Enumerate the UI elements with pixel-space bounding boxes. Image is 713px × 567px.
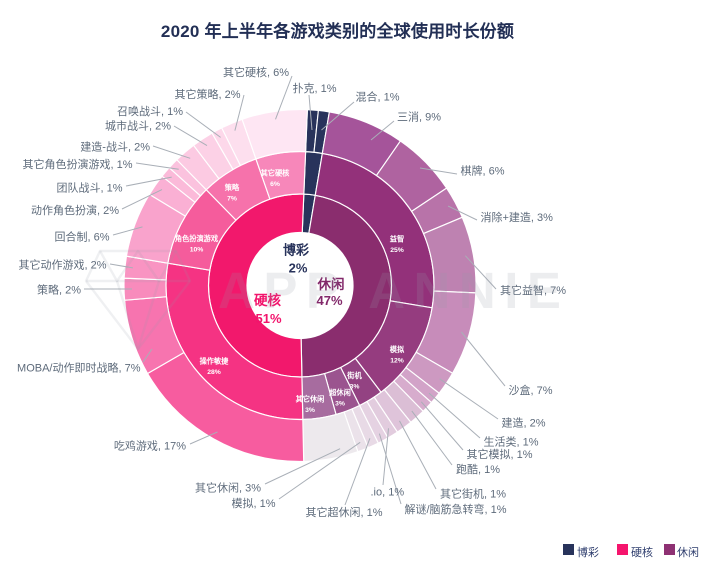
svg-text:硬核: 硬核 — [254, 292, 281, 308]
svg-text:街机: 街机 — [346, 371, 362, 380]
svg-text:召唤战斗, 1%: 召唤战斗, 1% — [117, 104, 183, 118]
svg-text:其它硬核, 6%: 其它硬核, 6% — [223, 65, 289, 79]
svg-text:休闲: 休闲 — [317, 276, 345, 292]
svg-text:棋牌, 6%: 棋牌, 6% — [461, 164, 505, 178]
svg-text:MOBA/动作即时战略, 7%: MOBA/动作即时战略, 7% — [17, 361, 141, 375]
svg-text:其它街机, 1%: 其它街机, 1% — [440, 487, 506, 501]
svg-text:生活类, 1%: 生活类, 1% — [484, 435, 539, 449]
svg-text:28%: 28% — [207, 369, 221, 376]
svg-text:扑克, 1%: 扑克, 1% — [293, 81, 337, 95]
svg-text:操作敏捷: 操作敏捷 — [200, 357, 230, 366]
svg-text:建造, 2%: 建造, 2% — [502, 416, 546, 430]
svg-text:吃鸡游戏, 17%: 吃鸡游戏, 17% — [114, 439, 186, 453]
svg-text:2%: 2% — [289, 261, 308, 276]
svg-text:其它模拟, 1%: 其它模拟, 1% — [467, 447, 533, 461]
svg-text:博彩: 博彩 — [283, 243, 309, 258]
svg-text:7%: 7% — [227, 196, 237, 203]
svg-text:其它益智, 7%: 其它益智, 7% — [500, 283, 566, 297]
svg-text:益智: 益智 — [390, 235, 404, 244]
svg-text:其它休闲, 3%: 其它休闲, 3% — [195, 481, 261, 495]
svg-text:动作角色扮演, 2%: 动作角色扮演, 2% — [31, 203, 119, 217]
svg-text:47%: 47% — [316, 293, 342, 308]
svg-text:沙盒, 7%: 沙盒, 7% — [509, 383, 553, 397]
svg-text:跑酷, 1%: 跑酷, 1% — [456, 462, 500, 476]
svg-text:策略, 2%: 策略, 2% — [37, 283, 81, 297]
svg-text:角色扮演游戏: 角色扮演游戏 — [175, 234, 219, 243]
svg-text:超休闲: 超休闲 — [328, 388, 351, 397]
svg-text:3%: 3% — [305, 407, 315, 414]
svg-text:12%: 12% — [390, 358, 404, 365]
svg-text:解谜/脑筋急转弯, 1%: 解谜/脑筋急转弯, 1% — [405, 502, 507, 516]
svg-text:其它休闲: 其它休闲 — [296, 395, 325, 404]
svg-text:模拟: 模拟 — [390, 345, 405, 354]
svg-text:消除+建造, 3%: 消除+建造, 3% — [481, 210, 554, 224]
svg-text:三消, 9%: 三消, 9% — [397, 110, 441, 124]
svg-text:其它硬核: 其它硬核 — [261, 169, 291, 178]
svg-text:混合, 1%: 混合, 1% — [356, 90, 400, 104]
svg-text:25%: 25% — [390, 247, 404, 254]
svg-text:城市战斗, 2%: 城市战斗, 2% — [105, 119, 171, 133]
svg-text:建造-战斗, 2%: 建造-战斗, 2% — [80, 140, 150, 154]
svg-text:51%: 51% — [255, 311, 281, 326]
svg-text:其它角色扮演游戏, 1%: 其它角色扮演游戏, 1% — [22, 157, 132, 171]
svg-text:模拟, 1%: 模拟, 1% — [231, 496, 275, 510]
svg-text:.io, 1%: .io, 1% — [371, 487, 405, 499]
svg-text:3%: 3% — [350, 384, 360, 391]
svg-text:APP ANNIE: APP ANNIE — [218, 262, 569, 319]
svg-text:6%: 6% — [270, 181, 280, 188]
svg-text:10%: 10% — [190, 247, 204, 254]
svg-text:回合制, 6%: 回合制, 6% — [54, 230, 109, 244]
svg-text:其它动作游戏, 2%: 其它动作游戏, 2% — [18, 258, 106, 272]
svg-text:其它超休闲, 1%: 其它超休闲, 1% — [306, 505, 383, 519]
svg-text:团队战斗, 1%: 团队战斗, 1% — [56, 181, 122, 195]
svg-text:其它策略, 2%: 其它策略, 2% — [174, 87, 240, 101]
svg-text:3%: 3% — [335, 401, 345, 408]
svg-text:策略: 策略 — [224, 183, 240, 192]
